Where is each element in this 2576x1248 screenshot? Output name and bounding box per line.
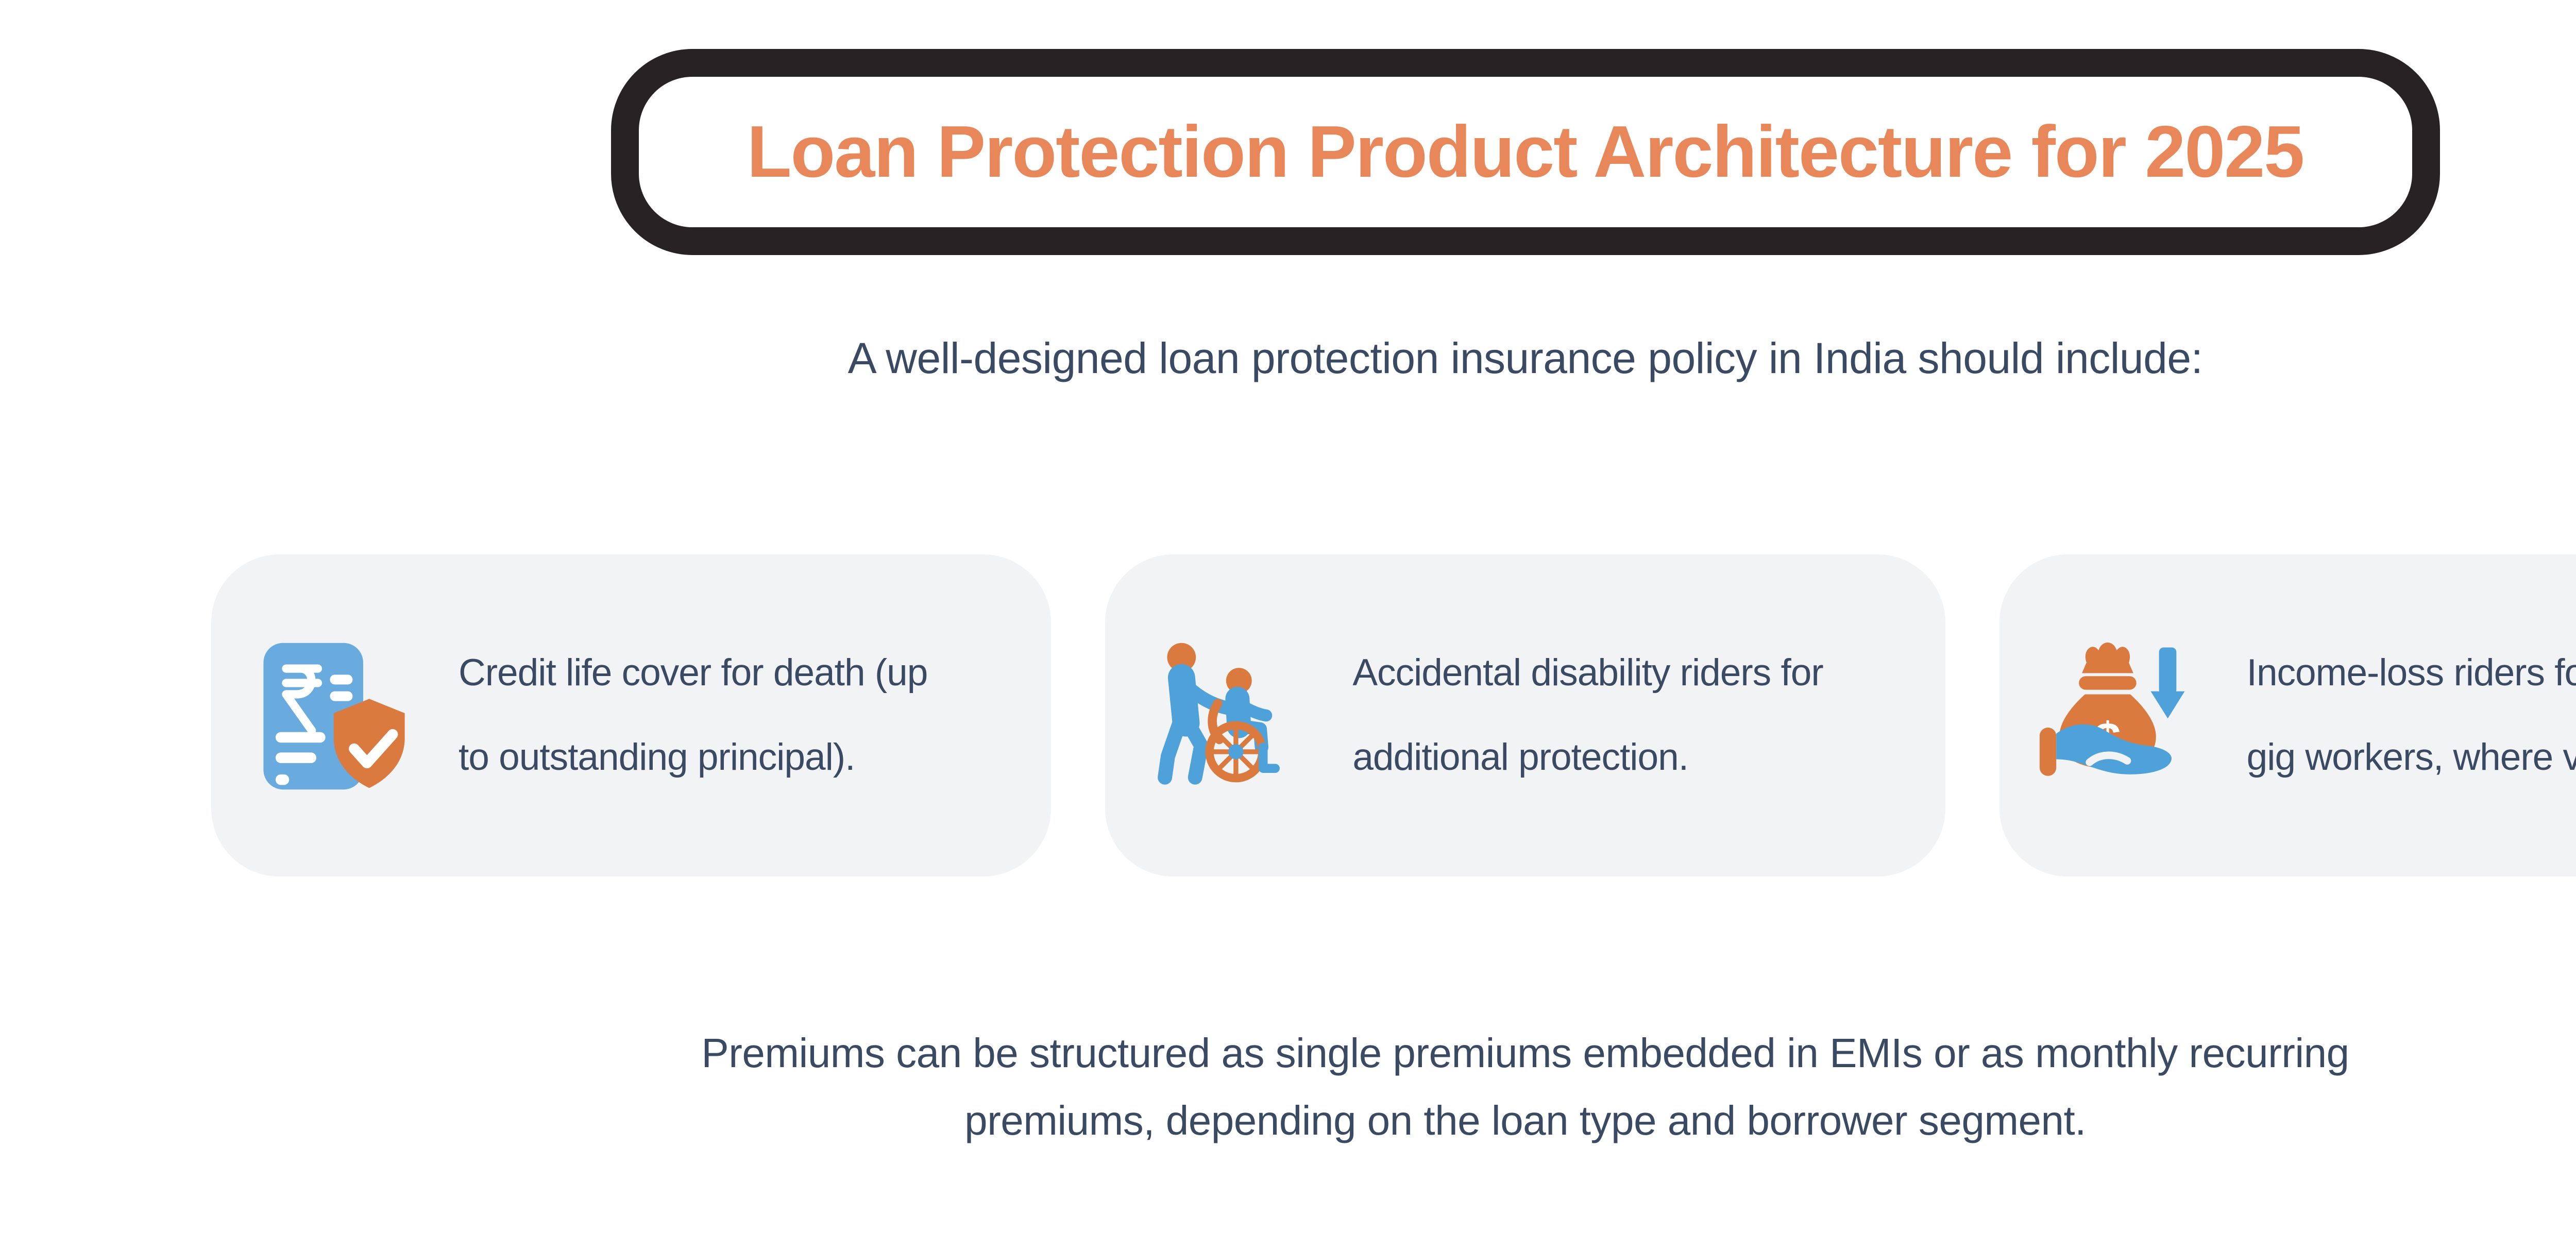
money-bag-income-drop-icon: $ bbox=[2038, 637, 2195, 794]
subtitle: A well-designed loan protection insuranc… bbox=[848, 334, 2203, 382]
card-text: Credit life cover for death (up to outst… bbox=[459, 631, 928, 800]
card-text-line: additional protection. bbox=[1352, 736, 1689, 779]
rupee-document-shield-icon bbox=[250, 637, 407, 794]
card-income-loss: $ Income-loss riders for salaried/ gig w… bbox=[1999, 554, 2576, 876]
card-accidental-disability: Accidental disability riders for additio… bbox=[1105, 554, 1945, 876]
footer-line: Premiums can be structured as single pre… bbox=[701, 1030, 2349, 1076]
card-credit-life: Credit life cover for death (up to outst… bbox=[211, 554, 1052, 876]
wheelchair-assist-icon bbox=[1144, 637, 1301, 794]
page-title: Loan Protection Product Architecture for… bbox=[747, 111, 2304, 193]
content-wrapper: Loan Protection Product Architecture for… bbox=[0, 49, 2576, 1154]
card-text-line: to outstanding principal). bbox=[459, 736, 855, 779]
card-text-line: gig workers, where viable. bbox=[2246, 736, 2576, 779]
card-text-line: Credit life cover for death (up bbox=[459, 652, 928, 694]
feature-cards-row: Credit life cover for death (up to outst… bbox=[211, 554, 2576, 876]
card-text-line: Accidental disability riders for bbox=[1352, 652, 1823, 694]
card-text: Accidental disability riders for additio… bbox=[1352, 631, 1823, 800]
card-text: Income-loss riders for salaried/ gig wor… bbox=[2247, 631, 2576, 800]
footer-paragraph: Premiums can be structured as single pre… bbox=[211, 1019, 2576, 1154]
title-box: Loan Protection Product Architecture for… bbox=[611, 49, 2440, 255]
card-text-line: Income-loss riders for salaried/ bbox=[2246, 652, 2576, 694]
footer-line: premiums, depending on the loan type and… bbox=[964, 1097, 2086, 1143]
